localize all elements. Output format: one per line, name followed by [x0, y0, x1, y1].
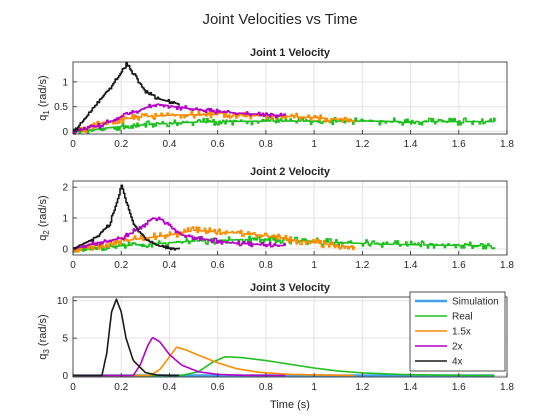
x-tick-label: 1.2: [355, 260, 369, 271]
x-tick-label: 1.6: [452, 260, 466, 271]
y-tick-label: 5: [62, 334, 68, 345]
series-line-real: [73, 235, 496, 253]
y-tick-label: 2: [62, 183, 68, 194]
y-tick-label: 0.5: [54, 102, 68, 113]
subplot-title: Joint 1 Velocity: [250, 47, 331, 59]
x-tick-label: 1.8: [500, 260, 514, 271]
x-axis-label: Time (s): [270, 399, 310, 411]
subplot-title: Joint 2 Velocity: [250, 166, 331, 178]
y-axis-label: q3 (rad/s): [37, 314, 51, 359]
legend-label: Simulation: [452, 297, 499, 308]
y-tick-label: 1: [62, 214, 68, 225]
series-line-x2: [73, 103, 286, 135]
x-tick-label: 0: [70, 382, 76, 393]
x-tick-label: 0.2: [114, 139, 128, 150]
x-tick-label: 1.2: [355, 139, 369, 150]
axes-box: [72, 296, 508, 378]
x-tick-label: 0.4: [162, 260, 176, 271]
legend-label: Real: [452, 312, 473, 323]
legend-label: 4x: [452, 357, 463, 368]
x-tick-label: 1.8: [500, 139, 514, 150]
figure-title: Joint Velocities vs Time: [202, 11, 357, 28]
x-tick-label: 0: [70, 260, 76, 271]
x-tick-label: 1.4: [404, 260, 418, 271]
x-tick-label: 0.2: [114, 260, 128, 271]
joint-1-plot: 0 0.2 0.4 0.6 0.8 1 1.2 1.4 1.6 1.8 0 0.5 1 Joint 1 V…: [37, 47, 514, 150]
y-axis-label: q2 (rad/s): [37, 195, 51, 240]
series-line-x4: [73, 184, 180, 251]
x-tick-label: 1.4: [404, 139, 418, 150]
legend: Simulation Real 1.5x 2x 4x: [409, 291, 506, 372]
series-line-x1_5: [73, 226, 356, 253]
series-line-x2: [73, 216, 286, 251]
y-tick-label: 0: [62, 127, 68, 138]
x-tick-label: 0.8: [259, 382, 273, 393]
x-tick-label: 1.4: [404, 382, 418, 393]
x-tick-label: 0.2: [114, 382, 128, 393]
x-tick-label: 0: [70, 139, 76, 150]
series-line-x4: [73, 61, 180, 132]
joint-2-plot: 0 0.2 0.4 0.6 0.8 1 1.2 1.4 1.6 1.8 0 1 2 Joint 2 Vel…: [37, 166, 514, 271]
y-tick-label: 10: [57, 296, 69, 307]
subplot-title: Joint 3 Velocity: [250, 282, 331, 294]
x-tick-label: 1.8: [500, 382, 514, 393]
x-tick-label: 1: [311, 382, 317, 393]
x-tick-label: 1.6: [452, 139, 466, 150]
x-tick-label: 0.4: [162, 139, 176, 150]
x-tick-label: 0.8: [259, 139, 273, 150]
x-tick-label: 0.8: [259, 260, 273, 271]
y-axis-label: q1 (rad/s): [37, 75, 51, 120]
x-tick-label: 1.6: [452, 382, 466, 393]
series-line-x4: [73, 298, 180, 377]
legend-label: 1.5x: [452, 327, 471, 338]
x-tick-label: 1.2: [355, 382, 369, 393]
x-tick-label: 1: [311, 260, 317, 271]
x-tick-label: 0.6: [211, 382, 225, 393]
legend-label: 2x: [452, 342, 463, 353]
x-tick-label: 0.6: [211, 260, 225, 271]
series-line-real: [73, 116, 496, 135]
y-tick-label: 0: [62, 371, 68, 382]
y-tick-label: 1: [62, 77, 68, 88]
series-line-x2: [73, 336, 286, 377]
x-tick-label: 0.6: [211, 139, 225, 150]
y-tick-label: 0: [62, 244, 68, 255]
x-tick-label: 0.4: [162, 382, 176, 393]
x-tick-label: 1: [311, 139, 317, 150]
axes-box: [72, 61, 508, 135]
